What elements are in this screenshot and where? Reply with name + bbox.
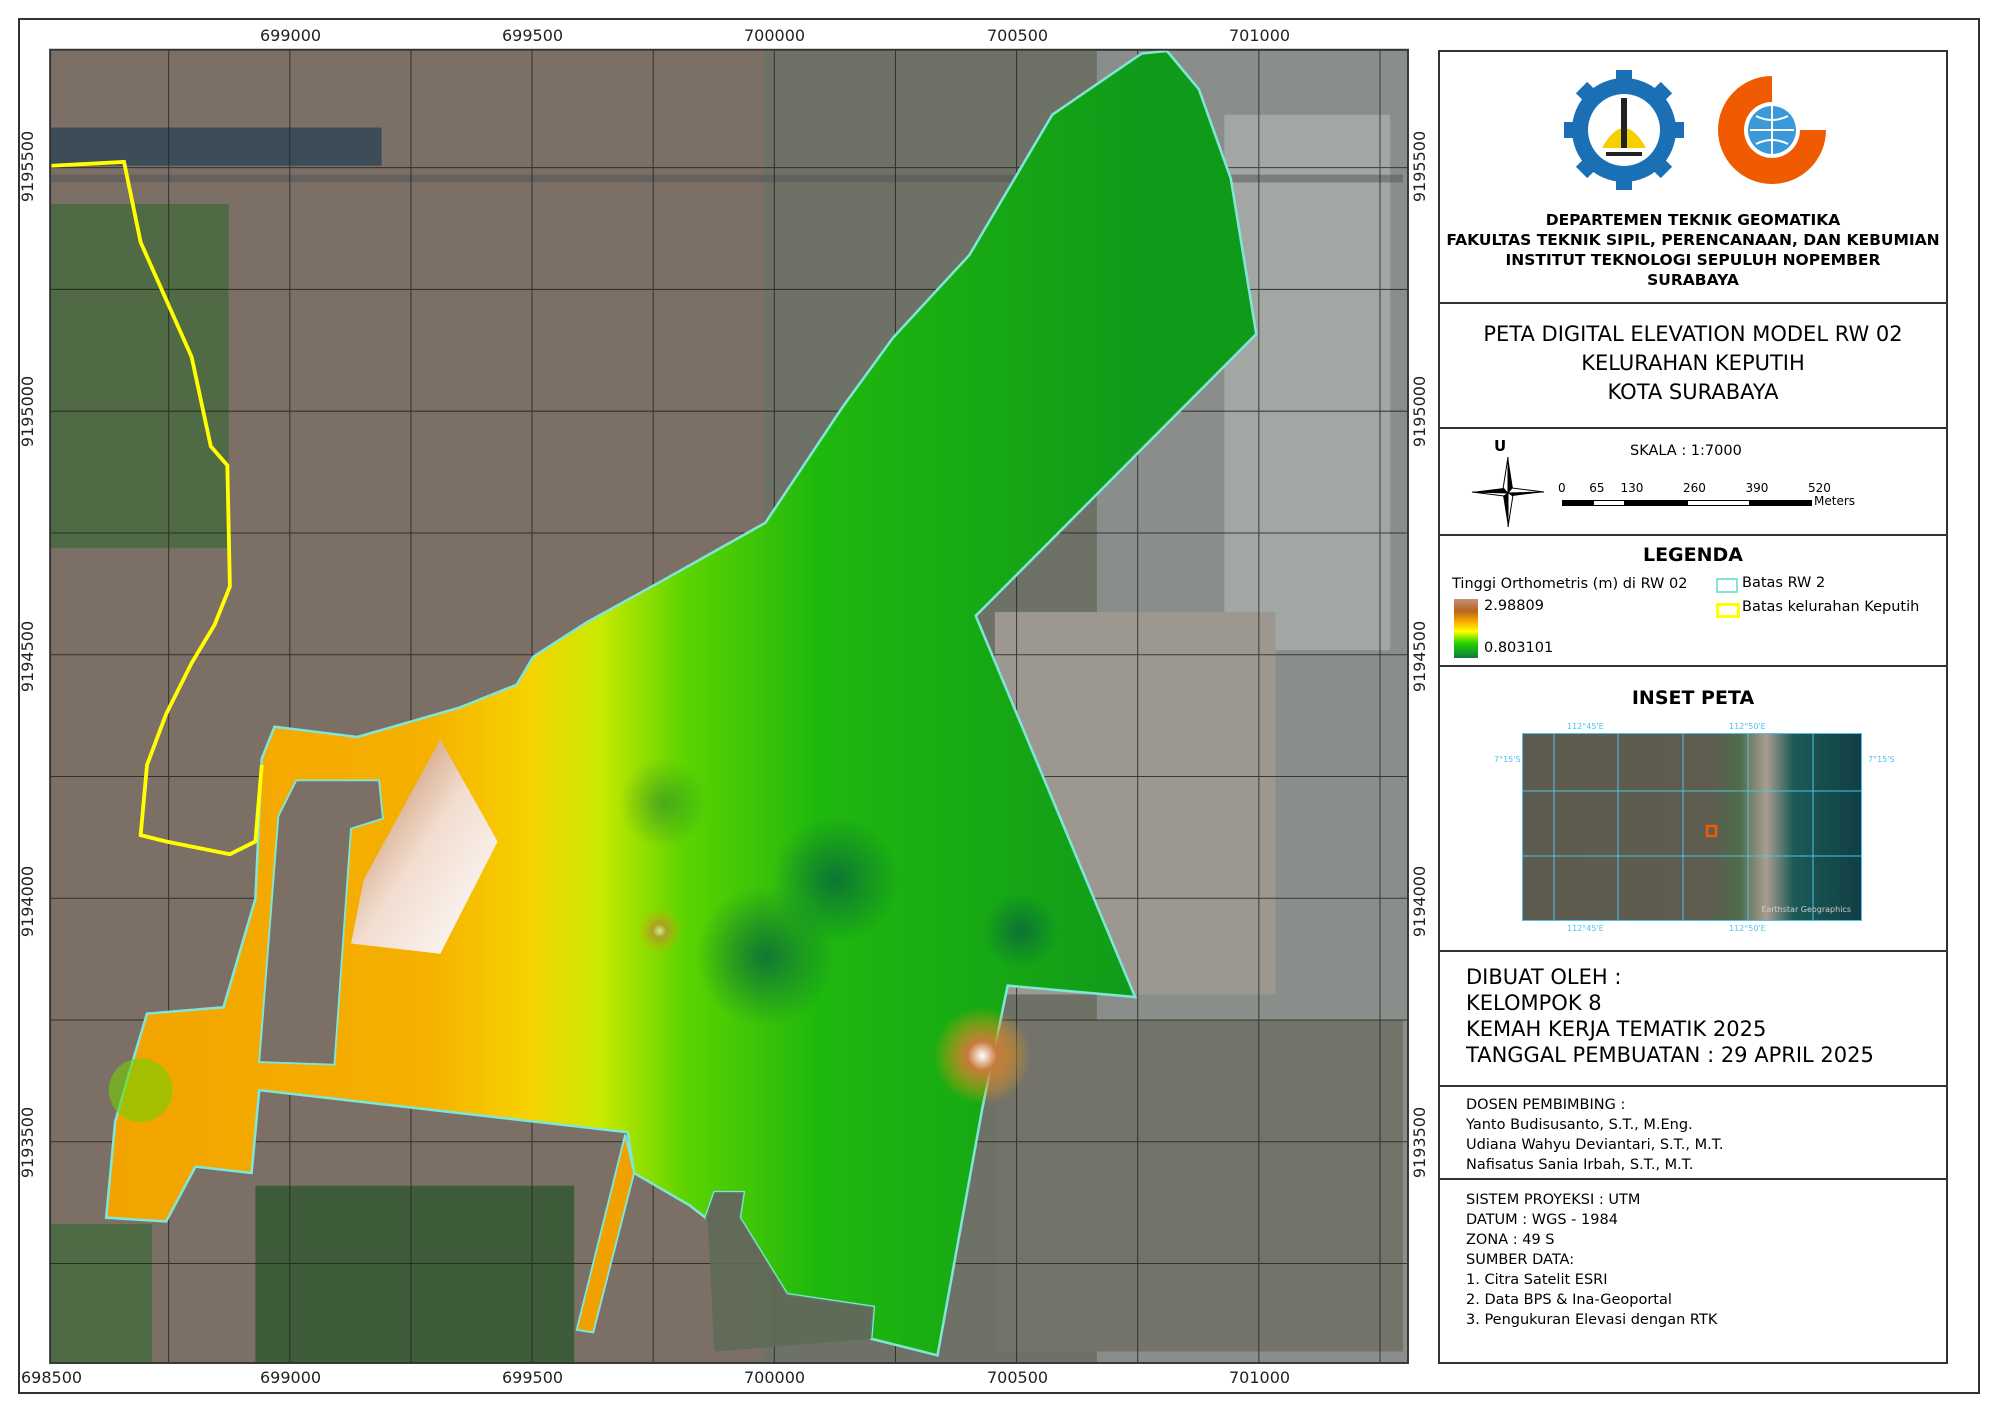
rw-boundary-swatch — [1716, 578, 1738, 593]
north-arrow-icon — [1471, 456, 1545, 528]
coordinate-label: 9194000 — [18, 865, 38, 938]
legend-section: LEGENDA Tinggi Orthometris (m) di RW 02 … — [1440, 536, 1946, 667]
projection-section: SISTEM PROYEKSI : UTM DATUM : WGS - 1984… — [1440, 1190, 1717, 1330]
scale-unit: Meters — [1814, 494, 1856, 508]
map-neatline — [49, 48, 1409, 1364]
scale-segment — [1687, 500, 1750, 506]
legend-raster-title: Tinggi Orthometris (m) di RW 02 — [1452, 576, 1688, 592]
scale-tick-label: 65 — [1589, 481, 1605, 495]
legend-color-ramp — [1454, 599, 1478, 658]
coordinate-label: 700000 — [744, 1368, 806, 1387]
institution-line: INSTITUT TEKNOLOGI SEPULUH NOPEMBER — [1505, 251, 1881, 269]
coordinate-label: 9195000 — [18, 375, 38, 448]
coordinate-label: 699500 — [502, 26, 564, 45]
info-line: SISTEM PROYEKSI : UTM — [1466, 1192, 1641, 1208]
credits-section: DIBUAT OLEH : KELOMPOK 8 KEMAH KERJA TEM… — [1440, 952, 1946, 1087]
scale-tick-label: 390 — [1745, 481, 1769, 495]
supervisor-line: DOSEN PEMBIMBING : — [1466, 1097, 1626, 1113]
legend-title: LEGENDA — [1642, 544, 1744, 566]
coordinate-label: 700000 — [744, 26, 806, 45]
supervisors-section: DOSEN PEMBIMBING : Yanto Budisusanto, S.… — [1440, 1087, 1946, 1180]
scale-tick-label: 0 — [1558, 481, 1566, 495]
credit-line: DIBUAT OLEH : — [1466, 965, 1622, 989]
info-line: DATUM : WGS - 1984 — [1466, 1212, 1618, 1228]
credit-line: KELOMPOK 8 — [1466, 991, 1602, 1015]
institution-line: FAKULTAS TEKNIK SIPIL, PERENCANAAN, DAN … — [1446, 231, 1940, 249]
info-line: 3. Pengukuran Elevasi dengan RTK — [1466, 1312, 1718, 1328]
coordinate-label: 9195500 — [18, 130, 38, 203]
inset-attribution: Earthstar Geographics — [1761, 905, 1851, 914]
geomatika-logo — [1718, 76, 1826, 184]
scale-section: U SKALA : 1:7000 0 65 130 260 390 520 Meters — [1440, 429, 1946, 536]
dem-raster — [104, 49, 1258, 1357]
legend-kelurahan: Batas kelurahan Keputih — [1742, 599, 1920, 615]
inset-map[interactable]: Earthstar Geographics — [1522, 733, 1862, 921]
location-indicator — [1705, 824, 1718, 838]
inset-section: INSET PETA Earthstar Geographics 112°45'… — [1440, 667, 1946, 952]
scale-label: SKALA : 1:7000 — [1630, 443, 1742, 459]
scale-segment — [1624, 500, 1687, 506]
inset-lat-label: 7°15'S — [1494, 755, 1521, 764]
scale-segment — [1562, 500, 1594, 506]
info-line: ZONA : 49 S — [1466, 1232, 1555, 1248]
coordinate-label: 9193500 — [18, 1106, 38, 1179]
credit-line: TANGGAL PEMBUATAN : 29 APRIL 2025 — [1466, 1043, 1874, 1067]
coordinate-label: 699000 — [260, 26, 322, 45]
info-line: SUMBER DATA: — [1466, 1252, 1575, 1268]
inset-lon-label: 112°45'E — [1567, 722, 1604, 731]
scale-tick-label: 260 — [1683, 481, 1706, 495]
coordinate-label: 9195500 — [1410, 130, 1430, 203]
map-border — [18, 18, 1980, 1394]
coordinate-label: 698500 — [21, 1368, 83, 1387]
title-line: KOTA SURABAYA — [1607, 380, 1779, 404]
coordinate-label: 9194500 — [18, 620, 38, 693]
supervisor-line: Nafisatus Sania Irbah, S.T., M.T. — [1466, 1157, 1694, 1173]
north-label: U — [1494, 437, 1507, 455]
coordinate-label: 9195000 — [1410, 375, 1430, 448]
its-logo — [1564, 70, 1684, 190]
layout-panel: DEPARTEMEN TEKNIK GEOMATIKA FAKULTAS TEK… — [1438, 50, 1948, 1364]
header-section: DEPARTEMEN TEKNIK GEOMATIKA FAKULTAS TEK… — [1440, 52, 1946, 304]
coordinate-label: 700500 — [987, 1368, 1049, 1387]
legend-min: 0.803101 — [1484, 640, 1554, 656]
kelurahan-keputih-boundary — [51, 159, 264, 857]
dem-peak-area — [351, 739, 498, 954]
credit-line: KEMAH KERJA TEMATIK 2025 — [1466, 1017, 1767, 1041]
coordinate-label: 700500 — [987, 26, 1049, 45]
coordinate-label: 9194000 — [1410, 865, 1430, 938]
coordinate-label: 701000 — [1229, 1368, 1291, 1387]
coordinate-label: 9194500 — [1410, 620, 1430, 693]
scale-tick-label: 520 — [1808, 481, 1831, 495]
title-line: KELURAHAN KEPUTIH — [1581, 351, 1805, 375]
supervisor-line: Yanto Budisusanto, S.T., M.Eng. — [1466, 1117, 1693, 1133]
coordinate-label: 701000 — [1229, 26, 1291, 45]
inset-title: INSET PETA — [1631, 687, 1755, 709]
scale-tick-label: 130 — [1620, 481, 1644, 495]
inset-lat-label: 7°15'S — [1868, 755, 1895, 764]
inset-lon-label: 112°50'E — [1729, 924, 1766, 933]
coordinate-label: 9193500 — [1410, 1106, 1430, 1179]
kelurahan-boundary-swatch — [1716, 603, 1740, 618]
institution-line: SURABAYA — [1647, 271, 1739, 289]
legend-max: 2.98809 — [1484, 598, 1544, 614]
info-line: 2. Data BPS & Ina-Geoportal — [1466, 1292, 1672, 1308]
supervisor-line: Udiana Wahyu Deviantari, S.T., M.T. — [1466, 1137, 1724, 1153]
scale-segment — [1749, 500, 1812, 506]
inset-lon-label: 112°45'E — [1567, 924, 1604, 933]
scale-segment — [1593, 500, 1625, 506]
coordinate-label: 699500 — [502, 1368, 564, 1387]
info-line: 1. Citra Satelit ESRI — [1466, 1272, 1608, 1288]
title-line: PETA DIGITAL ELEVATION MODEL RW 02 — [1483, 322, 1903, 346]
coordinate-label: 699000 — [260, 1368, 322, 1387]
map-title: PETA DIGITAL ELEVATION MODEL RW 02 KELUR… — [1440, 304, 1946, 429]
legend-rw: Batas RW 2 — [1742, 575, 1826, 591]
inset-lon-label: 112°50'E — [1729, 722, 1766, 731]
institution-line: DEPARTEMEN TEKNIK GEOMATIKA — [1545, 211, 1841, 229]
